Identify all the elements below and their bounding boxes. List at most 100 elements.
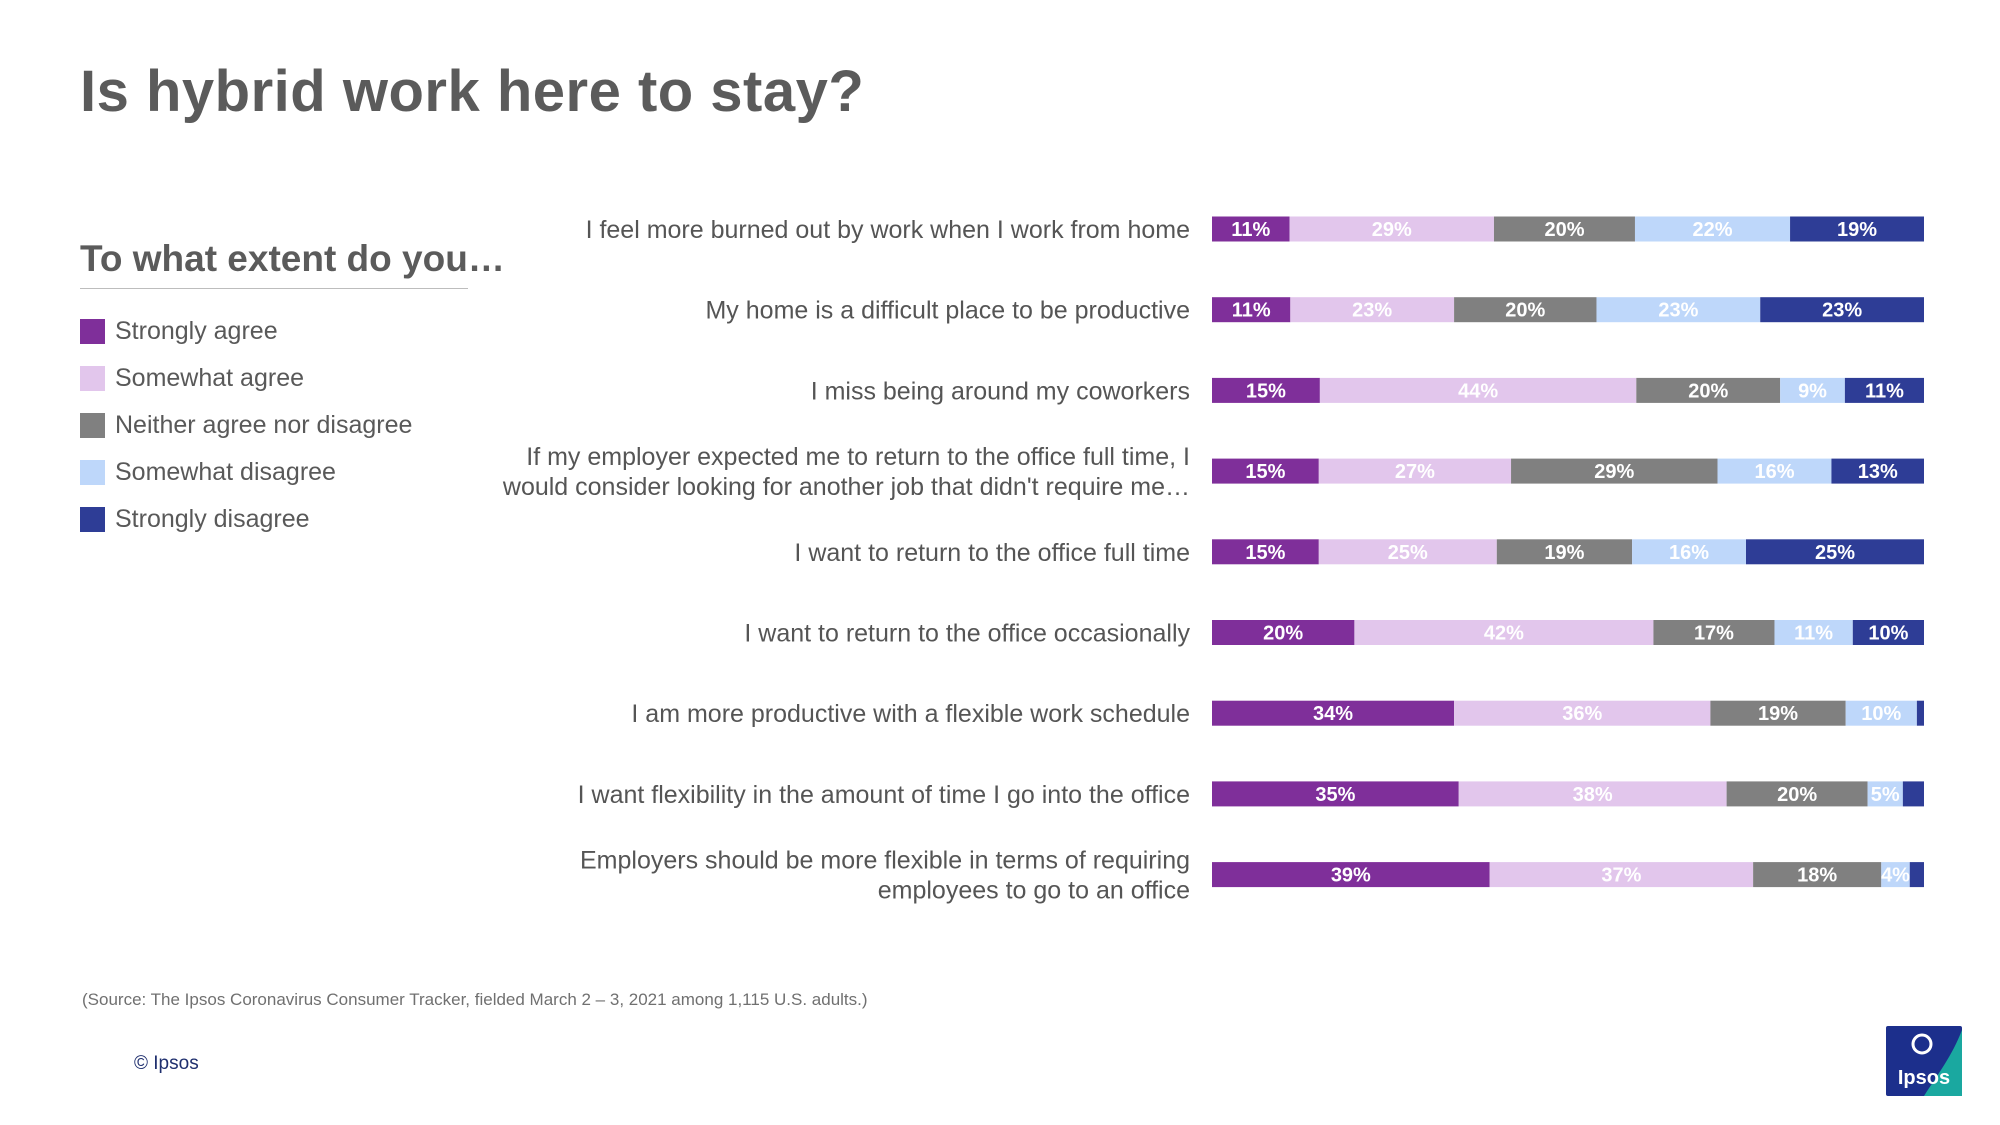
bar-value-label: 16% <box>1669 542 1709 564</box>
row-label: I want flexibility in the amount of time… <box>578 781 1190 809</box>
bar-segment <box>1596 297 1761 323</box>
bar-segment <box>1653 620 1775 645</box>
bar-value-label: 19% <box>1544 542 1584 564</box>
bar-segment <box>1290 297 1455 323</box>
bar-value-label: 37% <box>1601 865 1641 887</box>
bar-value-label: 10% <box>1861 703 1901 725</box>
bar-value-label: 29% <box>1372 219 1412 241</box>
bar-segment <box>1354 620 1654 645</box>
bar-value-label: 11% <box>1865 380 1904 402</box>
bar-segment <box>1212 377 1320 403</box>
legend-swatch-strongly-disagree <box>80 507 105 532</box>
logo-teal-shape <box>1924 1030 1962 1096</box>
bar-value-label: 42% <box>1484 623 1524 645</box>
row-label: I am more productive with a flexible wor… <box>631 700 1190 728</box>
bar-value-label: 20% <box>1544 219 1584 241</box>
bar-value-label: 36% <box>1562 703 1602 725</box>
bar-value-label: 34% <box>1313 703 1353 725</box>
bar-segment <box>1212 297 1291 323</box>
legend-label-strongly-agree: Strongly agree <box>115 317 278 345</box>
legend-item-neither: Neither agree nor disagree <box>80 402 412 449</box>
bar-segment <box>1212 781 1459 807</box>
ipsos-logo: Ipsos <box>1886 1026 1962 1096</box>
bar-value-label: 11% <box>1231 219 1270 241</box>
bar-segment <box>1212 458 1319 484</box>
row-label-line: I miss being around my coworkers <box>811 377 1190 405</box>
bar-value-label: 23% <box>1822 300 1862 322</box>
bar-value-label: 10% <box>1868 623 1908 645</box>
row-label-line: Employers should be more flexible in ter… <box>580 847 1190 875</box>
bar-value-label: 20% <box>1263 623 1303 645</box>
bar-value-label: 5% <box>1871 784 1900 806</box>
bar-segment <box>1916 700 1924 726</box>
legend-label-somewhat-agree: Somewhat agree <box>115 364 305 392</box>
bar-value-label: 22% <box>1692 219 1732 241</box>
bar-segment <box>1726 781 1868 807</box>
bar-segment <box>1212 620 1355 645</box>
copyright: © Ipsos <box>134 1053 199 1074</box>
bar-value-label: 27% <box>1395 461 1435 483</box>
bar-value-label: 4% <box>1881 865 1910 887</box>
bar-segment <box>1318 539 1497 565</box>
bar-value-label: 35% <box>1315 784 1355 806</box>
bar-segment <box>1212 539 1319 565</box>
legend-swatch-somewhat-agree <box>80 366 105 391</box>
bar-segment <box>1212 862 1490 888</box>
bar-value-label: 44% <box>1458 380 1498 402</box>
bar-value-label: 15% <box>1246 380 1286 402</box>
row-label-line: would consider looking for another job t… <box>502 473 1190 501</box>
row-label: Employers should be more flexible in ter… <box>580 847 1190 905</box>
bar-segment <box>1780 377 1845 403</box>
bar-value-label: 20% <box>1688 380 1728 402</box>
row-label: My home is a difficult place to be produ… <box>705 297 1190 325</box>
row-label-line: employees to go to an office <box>878 877 1190 905</box>
legend-label-neither: Neither agree nor disagree <box>115 411 413 439</box>
legend-swatch-somewhat-disagree <box>80 460 105 485</box>
bar-segment <box>1845 700 1917 726</box>
row-label: I want to return to the office occasiona… <box>744 620 1190 648</box>
bar-value-label: 25% <box>1815 542 1855 564</box>
bar-value-label: 18% <box>1797 865 1837 887</box>
bar-segment <box>1289 216 1494 242</box>
bar-value-label: 20% <box>1777 784 1817 806</box>
legend-item-strongly-agree: Strongly agree <box>80 308 412 355</box>
legend-label-strongly-disagree: Strongly disagree <box>115 505 310 533</box>
bar-segment <box>1458 781 1727 807</box>
bar-value-label: 15% <box>1245 461 1285 483</box>
legend-item-strongly-disagree: Strongly disagree <box>80 496 412 543</box>
bar-segment <box>1318 458 1512 484</box>
question-heading: To what extent do you… <box>80 238 505 289</box>
legend: Strongly agree Somewhat agree Neither ag… <box>80 308 412 543</box>
bar-segment <box>1746 539 1924 565</box>
bar-segment <box>1909 862 1924 888</box>
bar-segment <box>1496 539 1633 565</box>
bar-segment <box>1454 297 1597 323</box>
bar-segment <box>1852 620 1924 645</box>
bar-segment <box>1212 216 1290 242</box>
bar-value-label: 19% <box>1837 219 1877 241</box>
bar-segment <box>1760 297 1924 323</box>
bar-value-label: 23% <box>1658 300 1698 322</box>
row-label: I want to return to the office full time <box>794 539 1190 567</box>
row-label-line: I feel more burned out by work when I wo… <box>586 216 1190 244</box>
source-note: (Source: The Ipsos Coronavirus Consumer … <box>82 990 868 1009</box>
bar-segment <box>1632 539 1746 565</box>
bar-value-label: 11% <box>1232 300 1271 322</box>
bar-value-label: 39% <box>1331 865 1371 887</box>
bar-segment <box>1790 216 1924 242</box>
bar-segment <box>1454 700 1711 726</box>
logo-head-icon <box>1911 1033 1933 1055</box>
bar-segment <box>1774 620 1853 645</box>
bar-value-label: 25% <box>1388 542 1428 564</box>
bar-segment <box>1489 862 1754 888</box>
row-label-line: My home is a difficult place to be produ… <box>705 297 1190 325</box>
bar-segment <box>1753 862 1882 888</box>
bar-segment <box>1212 700 1455 726</box>
bar-segment <box>1493 216 1635 242</box>
bar-segment <box>1881 862 1910 888</box>
bar-segment <box>1636 377 1781 403</box>
row-label-line: I want flexibility in the amount of time… <box>578 781 1190 809</box>
bar-segment <box>1867 781 1903 807</box>
legend-swatch-strongly-agree <box>80 319 105 344</box>
legend-label-somewhat-disagree: Somewhat disagree <box>115 458 336 486</box>
